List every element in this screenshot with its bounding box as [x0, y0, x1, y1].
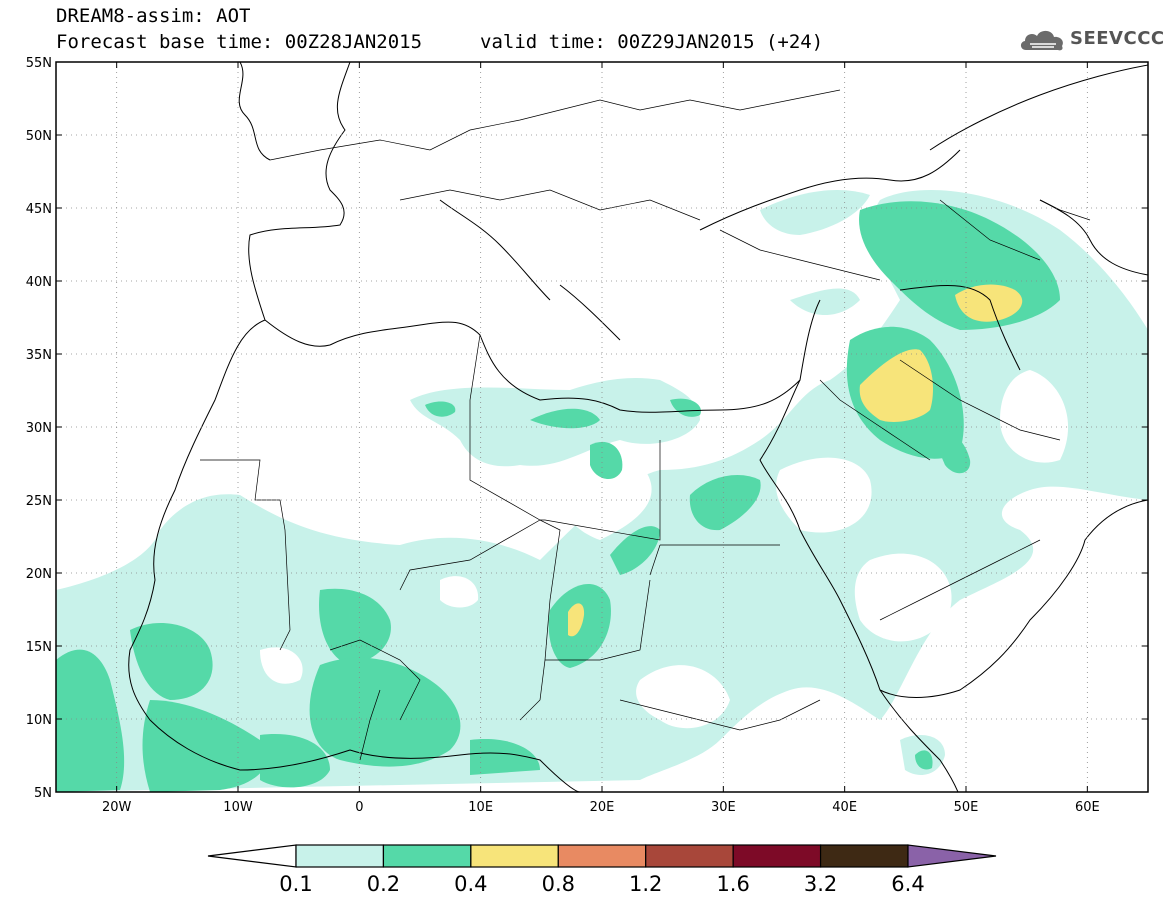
- latitude-labels: 55N 50N 45N 40N 35N 30N 25N 20N 15N 10N 5N: [26, 56, 52, 801]
- valid-time-line: valid time: 00Z29JAN2015 (+24): [480, 31, 824, 53]
- lon-label: 40E: [832, 800, 857, 815]
- seevccc-logo: SEEVCCC: [1018, 24, 1164, 54]
- title-line: DREAM8-assim: AOT: [56, 5, 251, 27]
- lat-label: 15N: [26, 640, 52, 655]
- lon-label: 0: [355, 800, 363, 815]
- map-ticks: [56, 61, 1148, 793]
- lon-label: 20E: [590, 800, 615, 815]
- coastlines: [128, 62, 1148, 792]
- lat-label: 55N: [26, 56, 52, 71]
- country-borders: [200, 89, 1091, 761]
- lat-label: 35N: [26, 348, 52, 363]
- colorbar-level-label: 0.2: [366, 872, 401, 896]
- lat-label: 40N: [26, 275, 52, 290]
- aot-level-0.4: [568, 284, 1023, 637]
- aot-field: [56, 190, 1148, 792]
- colorbar-level-label: 1.6: [716, 872, 750, 896]
- longitude-labels: 20W 10W 0 10E 20E 30E 40E 50E 60E: [102, 800, 1100, 815]
- lat-label: 45N: [26, 202, 52, 217]
- lat-label: 30N: [26, 421, 52, 436]
- colorbar-level-label: 0.4: [454, 872, 488, 896]
- colorbar-high-arrow: [907, 844, 997, 868]
- base-time-line: Forecast base time: 00Z28JAN2015: [56, 31, 423, 53]
- colorbar-box: [295, 844, 385, 868]
- lat-label: 20N: [26, 567, 52, 582]
- colorbar-level-label: 6.4: [891, 872, 925, 896]
- colorbar-box: [470, 844, 559, 868]
- colorbar-box: [732, 844, 822, 868]
- lon-label: 50E: [954, 800, 979, 815]
- colorbar-level-label: 0.8: [541, 872, 575, 896]
- lon-label: 60E: [1075, 800, 1100, 815]
- lat-label: 25N: [26, 494, 52, 509]
- colorbar: [207, 844, 997, 868]
- colorbar-level-label: 0.1: [279, 872, 313, 896]
- colorbar-box: [557, 844, 647, 868]
- colorbar-box: [382, 844, 472, 868]
- lon-label: 10E: [468, 800, 493, 815]
- lat-label: 5N: [34, 786, 52, 801]
- logo-text: SEEVCCC: [1070, 28, 1165, 49]
- graticule: [56, 62, 1148, 792]
- colorbar-level-label: 3.2: [803, 872, 838, 896]
- lon-label: 10W: [223, 800, 253, 815]
- colorbar-box: [645, 844, 734, 868]
- lat-label: 50N: [26, 129, 52, 144]
- lat-label: 10N: [26, 713, 52, 728]
- cloud-logo-icon: [1020, 30, 1063, 51]
- colorbar-box: [819, 844, 909, 868]
- lon-label: 30E: [711, 800, 736, 815]
- aot-below-0.1: [260, 370, 1069, 729]
- colorbar-low-arrow: [207, 844, 297, 868]
- lon-label: 20W: [102, 800, 132, 815]
- colorbar-level-label: 1.2: [629, 872, 663, 896]
